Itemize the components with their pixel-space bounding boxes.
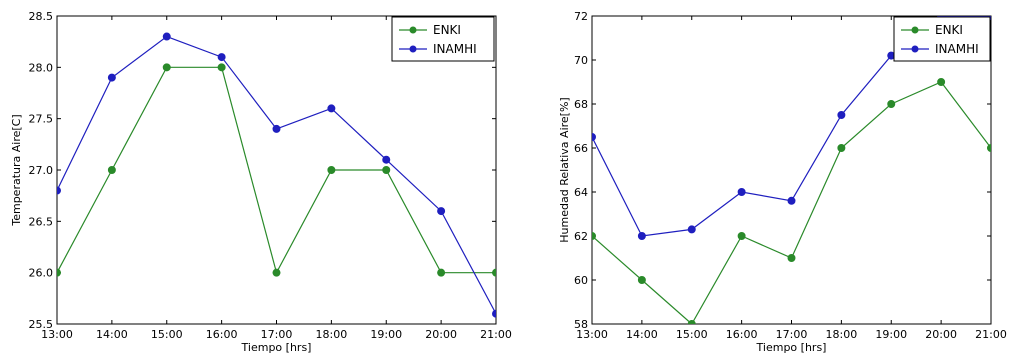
- x-tick-label: 18:00: [316, 328, 348, 341]
- plot-frame: [591, 15, 992, 325]
- data-point-enki: [887, 100, 896, 108]
- x-tick-label: 19:00: [370, 328, 402, 341]
- legend-label: INAMHI: [433, 42, 477, 56]
- data-point-inamhi: [327, 104, 336, 113]
- y-tick-label: 27.5: [29, 113, 54, 126]
- legend-label: INAMHI: [935, 42, 979, 56]
- data-point-enki: [382, 166, 391, 174]
- data-point-enki: [107, 166, 116, 174]
- series-group: [57, 32, 496, 318]
- x-tick-label: 20:00: [925, 328, 957, 341]
- data-point-enki: [217, 63, 226, 72]
- data-point-enki: [737, 232, 746, 240]
- y-axis-label: Temperatura Aire[C]: [10, 114, 23, 226]
- legend-label: ENKI: [935, 23, 963, 37]
- data-point-inamhi: [107, 73, 116, 82]
- data-point-enki: [787, 254, 796, 262]
- x-tick-label: 13:00: [576, 328, 608, 341]
- x-tick-label: 20:00: [425, 328, 457, 341]
- y-tick-label: 72: [574, 10, 588, 23]
- data-point-inamhi: [217, 53, 226, 62]
- y-tick-label: 28.0: [29, 61, 54, 74]
- x-tick-label: 19:00: [875, 328, 907, 341]
- data-point-enki: [637, 276, 646, 284]
- x-tick-label: 17:00: [776, 328, 808, 341]
- legend-box: [391, 16, 495, 62]
- y-tick-label: 62: [574, 230, 588, 243]
- temperature-panel: 13:00 14:00 15:00 16:00 17:00 18:00 19:00 20:00…: [10, 10, 512, 354]
- data-point-enki: [987, 144, 991, 152]
- x-tick-label: 14:00: [626, 328, 658, 341]
- data-point-enki: [327, 166, 336, 174]
- data-point-inamhi: [787, 196, 796, 205]
- x-tick-label: 15:00: [676, 328, 708, 341]
- data-point-inamhi: [592, 133, 596, 141]
- data-point-inamhi: [162, 32, 171, 41]
- x-tick-label: 16:00: [726, 328, 758, 341]
- data-point-enki: [492, 268, 496, 277]
- x-tick-label: 21:00: [480, 328, 512, 341]
- data-point-enki: [437, 268, 446, 277]
- data-point-inamhi: [272, 124, 281, 133]
- y-tick-label: 25.5: [29, 318, 54, 331]
- legend: ENKI INAMHI: [391, 16, 495, 62]
- y-tick-label: 64: [574, 186, 588, 199]
- legend-marker: [911, 26, 919, 34]
- y-tick-label: 68: [574, 98, 588, 111]
- x-axis-label: Tiempo [hrs]: [241, 341, 312, 354]
- data-point-inamhi: [687, 225, 696, 234]
- x-tick-label: 13:00: [41, 328, 73, 341]
- y-tick-label: 60: [574, 274, 588, 287]
- x-tick-label: 21:00: [975, 328, 1007, 341]
- legend-marker: [911, 45, 919, 53]
- data-point-enki: [687, 320, 696, 324]
- data-point-inamhi: [57, 186, 61, 195]
- data-point-inamhi: [737, 188, 746, 196]
- x-tick-label: 18:00: [826, 328, 858, 341]
- x-tick-label: 15:00: [151, 328, 183, 341]
- data-point-inamhi: [437, 207, 446, 216]
- data-point-enki: [592, 232, 596, 240]
- data-point-inamhi: [637, 232, 646, 240]
- data-point-inamhi: [382, 155, 391, 164]
- data-point-enki: [272, 268, 281, 277]
- y-tick-label: 27.0: [29, 164, 54, 177]
- y-tick-label: 28.5: [29, 10, 54, 23]
- y-tick-label: 58: [574, 318, 588, 331]
- data-point-enki: [937, 78, 946, 86]
- data-point-inamhi: [492, 309, 496, 318]
- y-tick-label: 26.5: [29, 215, 54, 228]
- y-tick-label: 26.0: [29, 267, 54, 280]
- legend: ENKI INAMHI: [893, 16, 991, 62]
- legend-label: ENKI: [433, 23, 461, 37]
- series-line-enki: [57, 66, 496, 275]
- x-tick-label: 14:00: [96, 328, 128, 341]
- data-point-enki: [57, 268, 61, 277]
- plot-frame: [56, 15, 497, 325]
- legend-marker: [409, 26, 417, 34]
- data-point-inamhi: [837, 111, 846, 119]
- x-tick-label: 16:00: [206, 328, 238, 341]
- legend-box: [893, 16, 991, 62]
- y-axis-label: Humedad Relativa Aire[%]: [558, 97, 571, 242]
- legend-marker: [409, 45, 417, 53]
- humidity-panel: 13:00 14:00 15:00 16:00 17:00 18:00 19:00 20:00…: [558, 10, 1007, 354]
- data-point-enki: [837, 144, 846, 152]
- y-tick-label: 66: [574, 142, 588, 155]
- x-tick-label: 17:00: [261, 328, 293, 341]
- data-point-enki: [162, 63, 171, 72]
- x-axis-label: Tiempo [hrs]: [756, 341, 827, 354]
- y-tick-label: 70: [574, 54, 588, 67]
